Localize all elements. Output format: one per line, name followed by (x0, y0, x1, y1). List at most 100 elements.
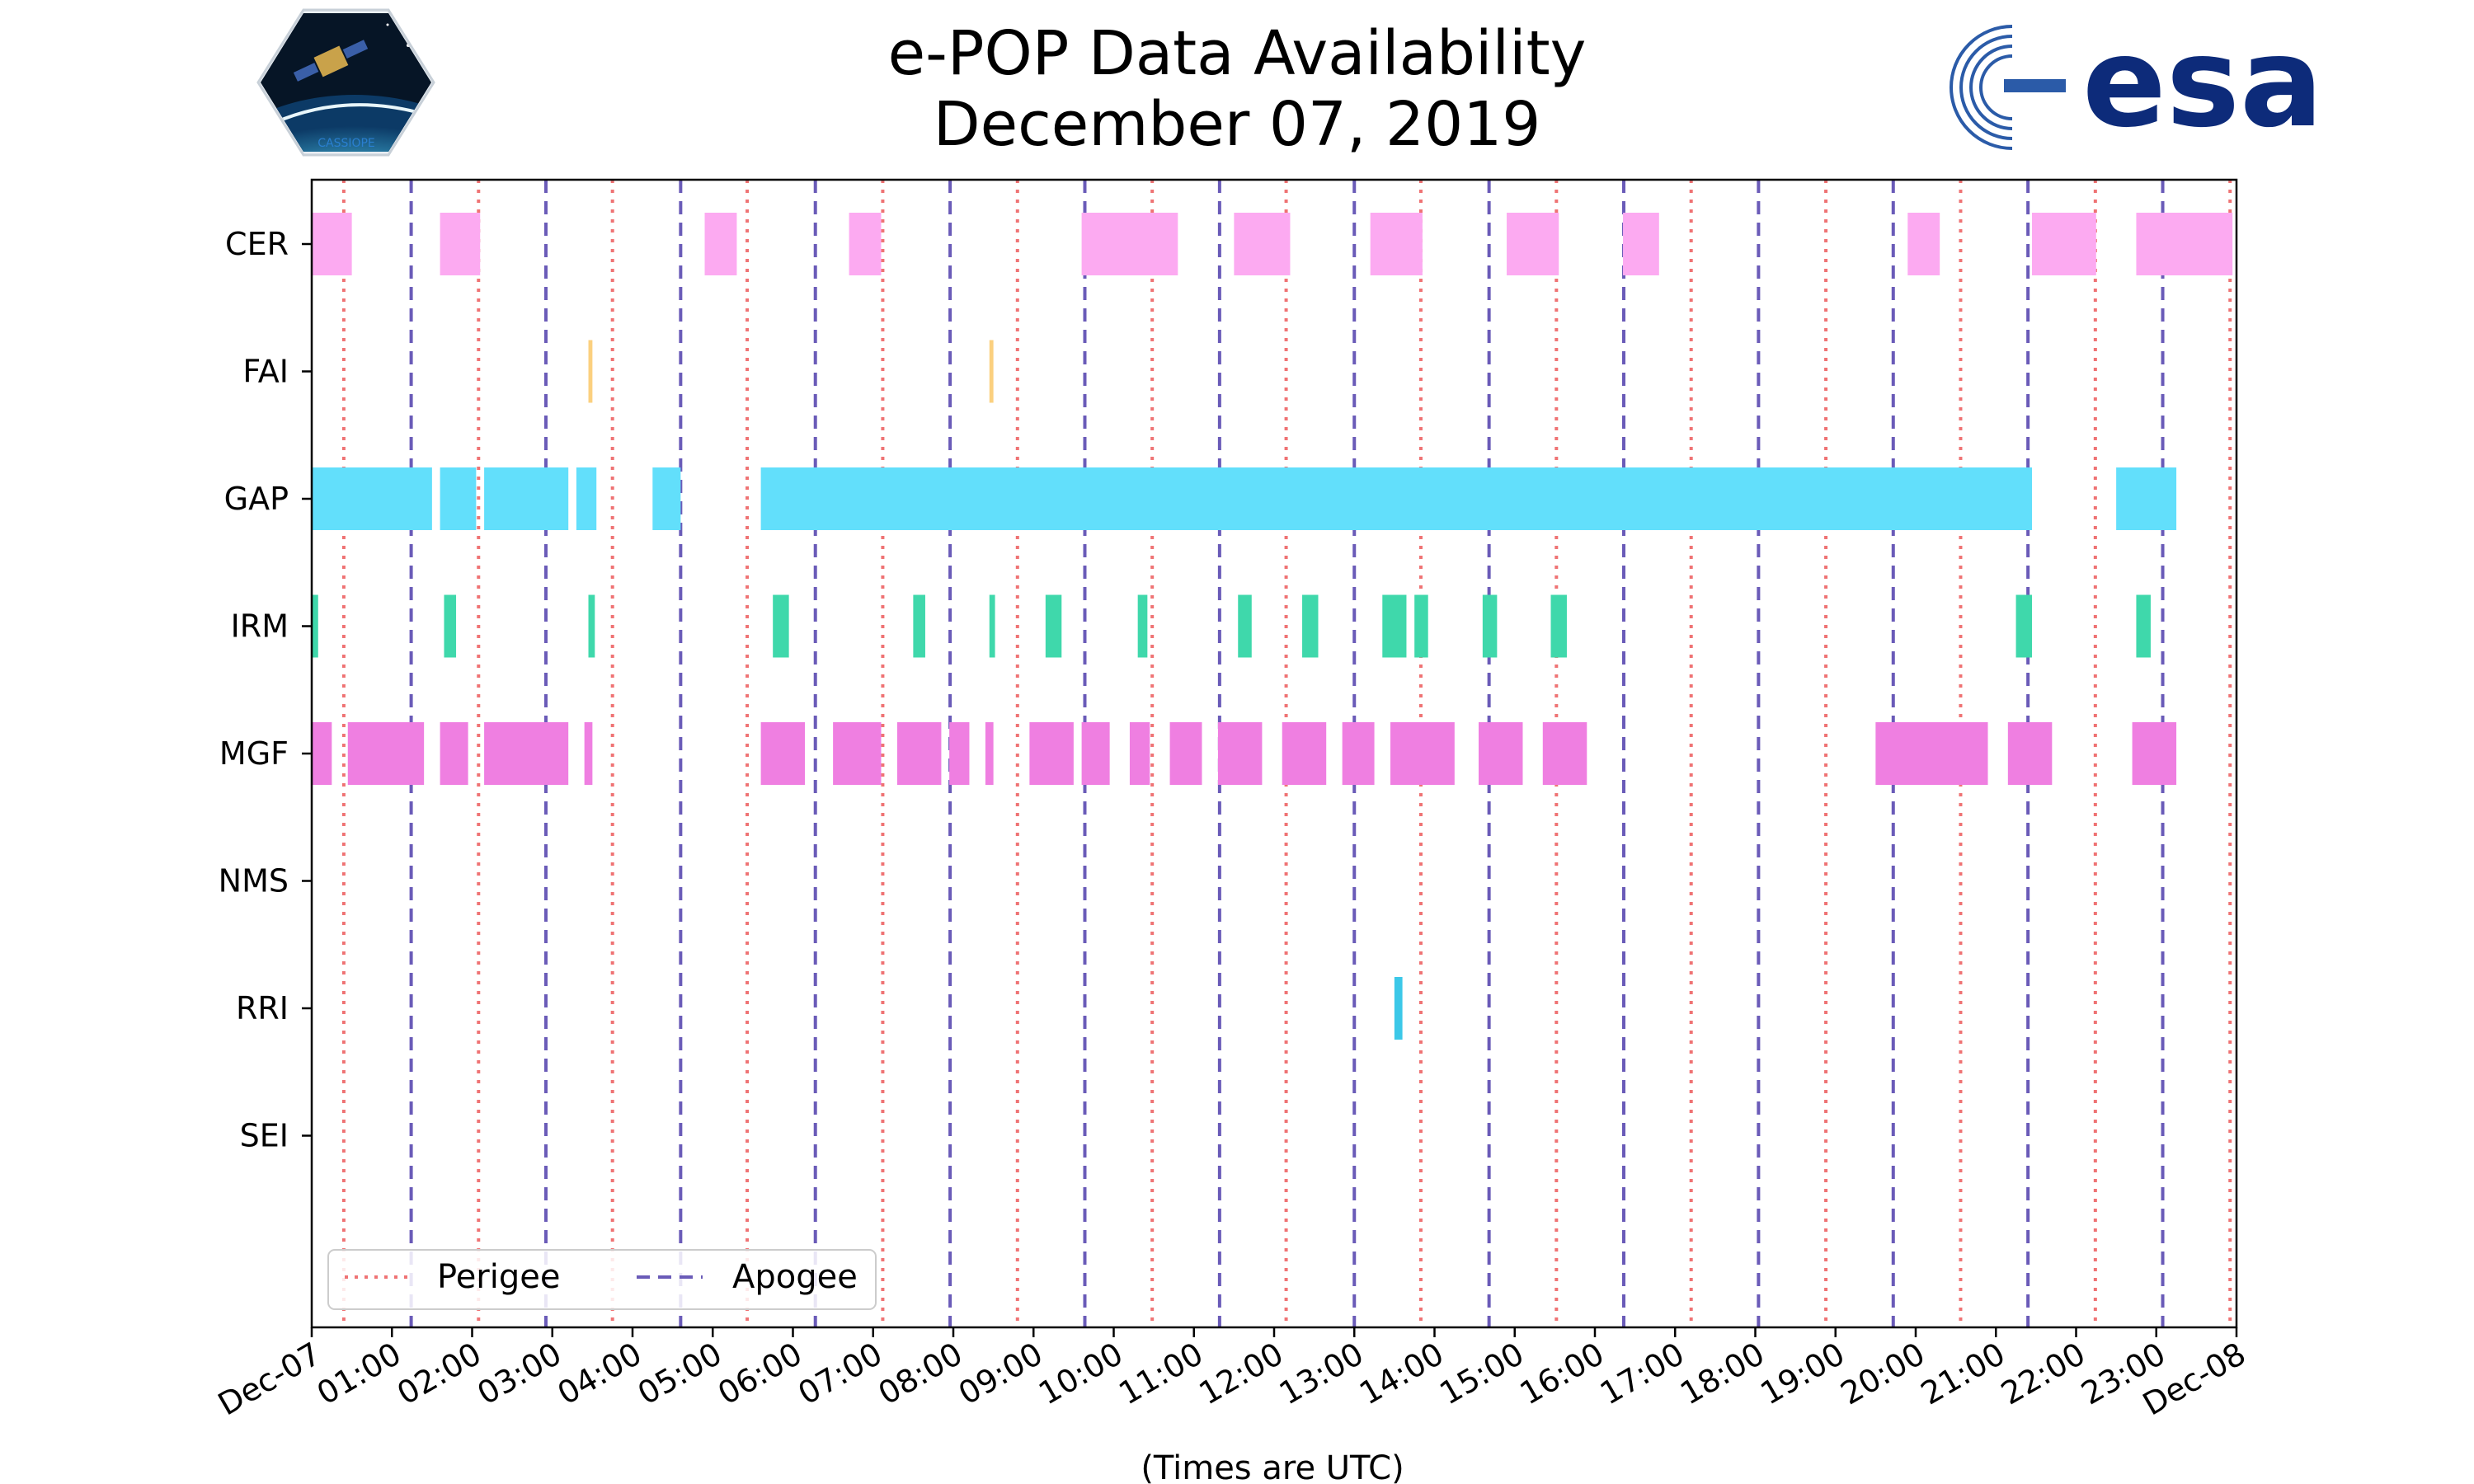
bar-mgf (896, 722, 942, 785)
esa-logo: esa (1950, 12, 2323, 155)
chart-title-line1: e-POP Data Availability (887, 18, 1587, 89)
bar-mgf (1282, 722, 1327, 785)
y-tick-label: CER (225, 226, 289, 262)
esa-logo-text: esa (2082, 12, 2323, 155)
x-tick-label: 17:00 (1594, 1336, 1691, 1412)
bar-mgf (760, 722, 806, 785)
bar-irm (444, 594, 457, 658)
x-tick-label: 08:00 (872, 1336, 969, 1412)
bar-mgf (1081, 722, 1110, 785)
bar-gap (576, 467, 597, 530)
bar-irm (1137, 594, 1148, 658)
x-tick-label: 06:00 (712, 1336, 808, 1412)
bar-irm (1045, 594, 1062, 658)
x-tick-label: 07:00 (792, 1336, 888, 1412)
bar-irm (989, 594, 995, 658)
x-tick-label: 02:00 (391, 1336, 487, 1412)
bar-cer (1234, 213, 1291, 275)
bar-fai (588, 340, 593, 403)
bar-irm (1550, 594, 1567, 658)
bar-mgf (1390, 722, 1455, 785)
bar-rri (1394, 977, 1403, 1040)
bar-cer (1623, 213, 1659, 275)
x-tick-label: 12:00 (1193, 1336, 1290, 1412)
bar-mgf (347, 722, 425, 785)
x-tick-label: 18:00 (1674, 1336, 1771, 1412)
y-tick-label: NMS (219, 863, 289, 899)
bar-mgf (1169, 722, 1202, 785)
chart-title: e-POP Data Availability December 07, 201… (0, 18, 2474, 160)
bar-gap (484, 467, 569, 530)
bar-irm (1302, 594, 1319, 658)
bar-mgf (584, 722, 593, 785)
x-tick-label: 04:00 (552, 1336, 648, 1412)
legend-perigee-label: Perigee (437, 1258, 560, 1296)
x-tick-label: 19:00 (1754, 1336, 1851, 1412)
y-tick-label: RRI (236, 990, 289, 1026)
bar-gap (440, 467, 477, 530)
x-tick-label: 11:00 (1112, 1336, 1209, 1412)
bar-mgf (1217, 722, 1263, 785)
bar-cer (2136, 213, 2233, 275)
bar-gap (652, 467, 681, 530)
bar-irm (1382, 594, 1407, 658)
bar-mgf (312, 722, 332, 785)
legend: Perigee Apogee (327, 1249, 877, 1310)
bar-fai (989, 340, 994, 403)
y-axis: CER FAI GAP IRM MGF NMS RRI SEI (219, 226, 312, 1154)
chart-title-line2: December 07, 2019 (933, 89, 1541, 160)
bar-cer (1507, 213, 1559, 275)
x-tick-label: 21:00 (1915, 1336, 2011, 1412)
y-tick-label: IRM (231, 608, 289, 645)
x-tick-label: 03:00 (471, 1336, 567, 1412)
bar-gap (2116, 467, 2177, 530)
bar-irm (588, 594, 595, 658)
bar-mgf (1029, 722, 1074, 785)
plot-frame (310, 178, 2238, 1329)
data-bars (312, 213, 2233, 1040)
bar-irm (913, 594, 925, 658)
y-tick-label: FAI (242, 354, 289, 390)
bar-mgf (1342, 722, 1375, 785)
x-tick-label: 20:00 (1835, 1336, 1931, 1412)
bar-gap (312, 467, 432, 530)
bar-irm (312, 594, 318, 658)
bar-irm (1482, 594, 1498, 658)
bar-mgf (484, 722, 569, 785)
x-tick-label: 13:00 (1273, 1336, 1370, 1412)
bar-irm (2015, 594, 2033, 658)
bar-cer (849, 213, 882, 275)
bar-mgf (1542, 722, 1587, 785)
bar-mgf (985, 722, 994, 785)
cassiope-logo-text: CASSIOPE (317, 137, 375, 150)
bar-irm (773, 594, 789, 658)
bar-cer (704, 213, 737, 275)
bar-irm (2136, 594, 2151, 658)
bar-mgf (2132, 722, 2177, 785)
bar-cer (1081, 213, 1178, 275)
x-tick-label: 05:00 (632, 1336, 728, 1412)
bar-mgf (833, 722, 882, 785)
bar-gap (760, 467, 2033, 530)
x-tick-label: Dec-07 (212, 1336, 327, 1423)
bar-cer (440, 213, 481, 275)
bar-irm (1414, 594, 1428, 658)
x-tick-label: 10:00 (1032, 1336, 1129, 1412)
bar-cer (1370, 213, 1423, 275)
bar-cer (1907, 213, 1940, 275)
bar-mgf (949, 722, 970, 785)
bar-cer (312, 213, 352, 275)
bar-irm (1238, 594, 1252, 658)
bar-mgf (1478, 722, 1523, 785)
y-tick-label: MGF (219, 735, 289, 772)
x-tick-label: 14:00 (1353, 1336, 1450, 1412)
legend-apogee-label: Apogee (732, 1258, 858, 1296)
bar-mgf (1129, 722, 1150, 785)
y-tick-label: SEI (240, 1118, 289, 1154)
x-tick-label: 22:00 (1995, 1336, 2091, 1412)
bar-mgf (1875, 722, 1988, 785)
x-axis: Dec-0701:0002:0003:0004:0005:0006:0007:0… (212, 1327, 2252, 1423)
x-tick-label: 16:00 (1514, 1336, 1611, 1412)
bar-mgf (440, 722, 468, 785)
